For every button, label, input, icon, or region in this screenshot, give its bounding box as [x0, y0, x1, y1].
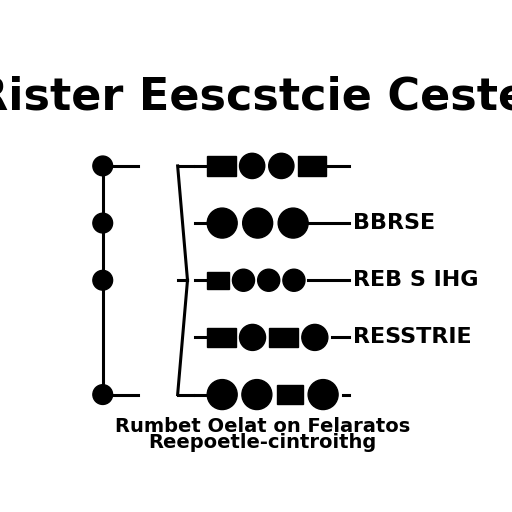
Circle shape	[232, 269, 254, 291]
FancyBboxPatch shape	[269, 328, 298, 347]
Circle shape	[240, 325, 266, 350]
Circle shape	[240, 153, 265, 179]
Circle shape	[283, 269, 305, 291]
FancyBboxPatch shape	[207, 156, 236, 176]
Circle shape	[258, 269, 280, 291]
Circle shape	[207, 379, 237, 410]
Circle shape	[302, 325, 328, 350]
Text: RESSTRIE: RESSTRIE	[353, 327, 472, 348]
Circle shape	[242, 379, 272, 410]
Circle shape	[93, 385, 113, 404]
FancyBboxPatch shape	[207, 271, 229, 289]
Circle shape	[207, 208, 237, 238]
FancyBboxPatch shape	[276, 385, 304, 404]
Text: Reepoetle-cintroithg: Reepoetle-cintroithg	[148, 433, 376, 452]
Text: Rister Eescstcie Cester: Rister Eescstcie Cester	[0, 75, 512, 118]
FancyBboxPatch shape	[298, 156, 326, 176]
Circle shape	[269, 153, 294, 179]
Circle shape	[243, 208, 273, 238]
Text: Rumbet Oelat on Felaratos: Rumbet Oelat on Felaratos	[115, 417, 410, 436]
Text: BBRSE: BBRSE	[353, 213, 435, 233]
Circle shape	[93, 156, 113, 176]
Circle shape	[93, 270, 113, 290]
Text: REB S IHG: REB S IHG	[353, 270, 479, 290]
Circle shape	[93, 213, 113, 233]
FancyBboxPatch shape	[207, 328, 236, 347]
Circle shape	[308, 379, 338, 410]
Circle shape	[278, 208, 308, 238]
